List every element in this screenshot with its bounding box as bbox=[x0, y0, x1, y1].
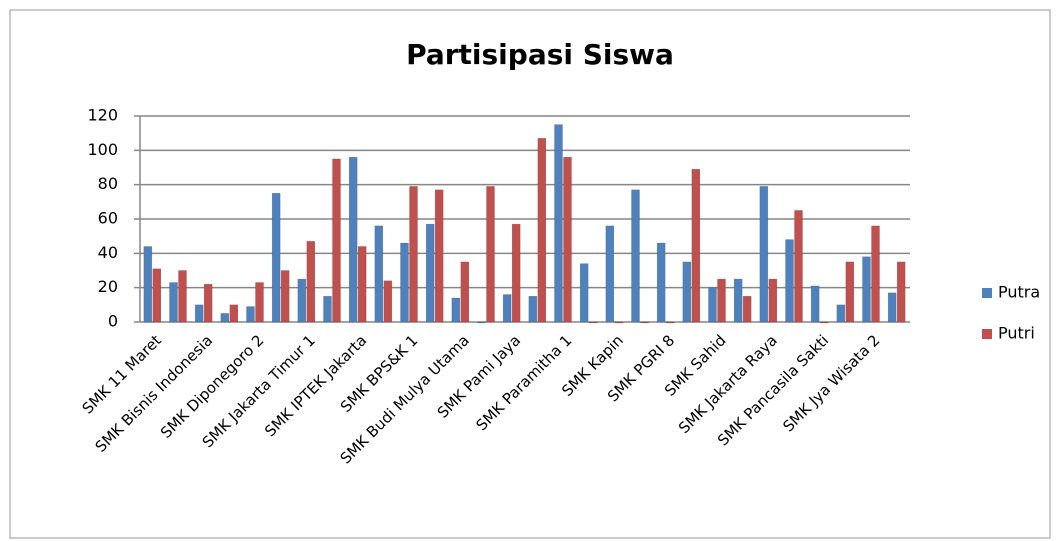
bar bbox=[383, 280, 393, 323]
bar bbox=[280, 270, 290, 323]
bar bbox=[631, 189, 640, 323]
bar bbox=[203, 283, 213, 323]
bar bbox=[759, 186, 769, 323]
bar bbox=[451, 297, 461, 323]
bar bbox=[374, 225, 384, 323]
bar bbox=[717, 278, 726, 323]
bar bbox=[887, 292, 897, 323]
chart-frame bbox=[9, 9, 1051, 539]
bar bbox=[528, 296, 538, 323]
bar bbox=[306, 241, 316, 323]
bar bbox=[579, 263, 589, 323]
bar bbox=[682, 261, 692, 323]
bar bbox=[486, 186, 495, 323]
bar bbox=[297, 278, 307, 323]
bar bbox=[143, 246, 153, 323]
chart-title: Partisipasi Siswa bbox=[406, 38, 674, 71]
bar bbox=[400, 242, 409, 323]
bar bbox=[614, 321, 624, 324]
legend-label: Putri bbox=[998, 324, 1035, 343]
bar bbox=[656, 242, 666, 323]
y-tick-label: 120 bbox=[87, 106, 118, 125]
bar bbox=[502, 294, 512, 323]
bar bbox=[665, 321, 675, 324]
bar bbox=[691, 168, 701, 323]
bar bbox=[862, 256, 871, 323]
bar bbox=[785, 239, 794, 323]
bar bbox=[220, 313, 230, 323]
bar bbox=[178, 270, 187, 323]
bar bbox=[554, 124, 563, 323]
bar bbox=[708, 287, 717, 323]
bar bbox=[332, 158, 341, 323]
bar bbox=[871, 225, 880, 323]
y-tick-label: 0 bbox=[108, 312, 118, 331]
bar bbox=[588, 321, 598, 324]
bar bbox=[537, 138, 547, 323]
bar bbox=[357, 246, 367, 323]
bar bbox=[348, 156, 358, 323]
bar bbox=[229, 304, 239, 323]
bar bbox=[425, 223, 435, 323]
bar bbox=[819, 321, 829, 324]
bar bbox=[511, 223, 521, 323]
bar bbox=[810, 285, 820, 323]
bar bbox=[742, 296, 752, 323]
bar bbox=[246, 306, 255, 323]
bar bbox=[563, 156, 572, 323]
y-tick-label: 60 bbox=[98, 209, 118, 228]
bar bbox=[194, 304, 204, 323]
bar bbox=[169, 282, 178, 323]
y-tick-label: 40 bbox=[98, 243, 118, 262]
bar bbox=[605, 225, 615, 323]
legend-swatch bbox=[982, 288, 992, 298]
y-tick-label: 20 bbox=[98, 277, 118, 296]
bar bbox=[836, 304, 846, 323]
bar bbox=[845, 261, 855, 323]
bar bbox=[409, 186, 418, 323]
legend-label: Putra bbox=[998, 283, 1040, 302]
bar bbox=[768, 278, 778, 323]
bar bbox=[152, 268, 162, 323]
bar bbox=[271, 193, 281, 323]
bar bbox=[255, 282, 264, 323]
legend-swatch bbox=[982, 329, 992, 339]
bar bbox=[460, 261, 470, 323]
y-tick-label: 100 bbox=[87, 140, 118, 159]
bar bbox=[477, 321, 486, 324]
bar bbox=[640, 321, 649, 324]
y-tick-label: 80 bbox=[98, 174, 118, 193]
bar bbox=[434, 189, 444, 323]
bar bbox=[896, 261, 906, 323]
bar bbox=[794, 210, 803, 323]
bar bbox=[323, 296, 332, 323]
bar bbox=[733, 278, 743, 323]
